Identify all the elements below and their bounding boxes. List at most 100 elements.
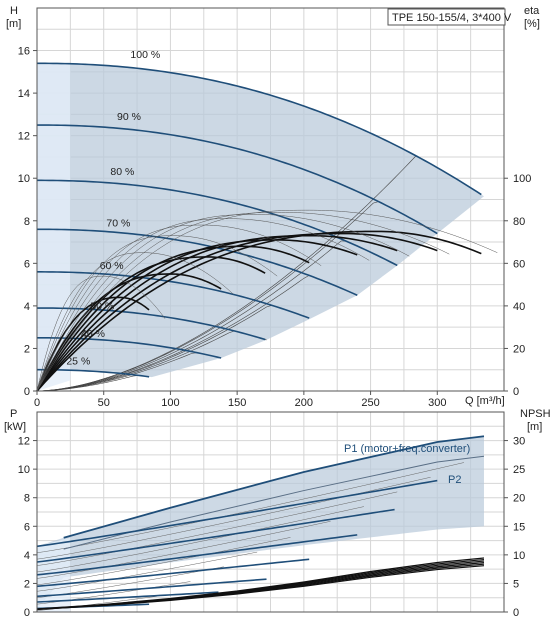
y-tick-label: 4 bbox=[24, 301, 30, 313]
y-tick-label: 8 bbox=[24, 216, 30, 228]
eta-curve-thin-4 bbox=[36, 224, 322, 392]
speed-label-2: 80 % bbox=[110, 166, 134, 178]
power-curve-0 bbox=[36, 479, 438, 548]
speed-label-5: 50 % bbox=[90, 300, 114, 312]
power-curve-thin-9 bbox=[36, 462, 465, 553]
operating-range-area bbox=[37, 63, 484, 378]
power-range-area bbox=[37, 436, 484, 610]
y-tick-label: 2 bbox=[24, 343, 30, 355]
y-tick-label: 10 bbox=[18, 464, 30, 476]
system-curve-7 bbox=[36, 375, 150, 392]
eta-curve-thin-1 bbox=[36, 212, 450, 392]
power-curve-thin-6 bbox=[36, 506, 364, 573]
y-tick-label: 2 bbox=[24, 578, 30, 590]
eta-curve-0 bbox=[36, 230, 482, 392]
y-tick-label: 0 bbox=[24, 386, 30, 398]
power-axis-label: P bbox=[10, 408, 17, 420]
head-curve-60pct bbox=[36, 271, 310, 319]
y-right-tick-label: 60 bbox=[513, 258, 525, 270]
power-curve-thin-4 bbox=[36, 537, 291, 586]
x-tick-label: 100 bbox=[161, 397, 179, 409]
speed-label-1: 90 % bbox=[117, 111, 141, 123]
flow-axis-label: Q [m³/h] bbox=[465, 395, 505, 407]
y-right-tick-label: 20 bbox=[513, 493, 525, 505]
y-right-tick-label: 0 bbox=[513, 607, 519, 619]
p1-series-line bbox=[63, 435, 485, 539]
eta-curve-thin-0 bbox=[36, 209, 498, 392]
power-curve-2 bbox=[36, 534, 358, 576]
y-right-tick-label: 40 bbox=[513, 301, 525, 313]
speed-label-4: 60 % bbox=[100, 260, 124, 272]
low-flow-region bbox=[37, 63, 71, 391]
y-tick-label: 12 bbox=[18, 436, 30, 448]
speed-label-3: 70 % bbox=[106, 217, 130, 229]
eta-curve-thin-2 bbox=[36, 214, 410, 392]
p2-series-label: P2 bbox=[448, 474, 461, 486]
eta-curve-5 bbox=[36, 256, 266, 392]
eta-axis-unit: [%] bbox=[524, 18, 540, 30]
npsh-curve-5 bbox=[36, 557, 485, 610]
system-curve-2 bbox=[36, 240, 395, 392]
npsh-axis-unit: [m] bbox=[527, 421, 542, 433]
y-right-tick-label: 20 bbox=[513, 343, 525, 355]
p1-series-label: P1 (motor+freq.converter) bbox=[344, 443, 470, 455]
eta-curve-thin-5 bbox=[36, 235, 278, 392]
system-curve-4 bbox=[36, 304, 310, 392]
speed-label-7: 25 % bbox=[66, 356, 90, 368]
y-tick-label: 4 bbox=[24, 550, 30, 562]
y-tick-label: 10 bbox=[18, 173, 30, 185]
eta-curve-6 bbox=[36, 273, 222, 392]
head-axis-unit: [m] bbox=[6, 18, 21, 30]
power-curve-thin-3 bbox=[36, 551, 258, 592]
y-right-tick-label: 30 bbox=[513, 436, 525, 448]
head-curve-100pct bbox=[36, 62, 482, 196]
top-plot-frame bbox=[36, 7, 505, 392]
speed-label-6: 40 % bbox=[81, 328, 105, 340]
y-right-tick-label: 15 bbox=[513, 521, 525, 533]
y-tick-label: 12 bbox=[18, 131, 30, 143]
y-tick-label: 8 bbox=[24, 493, 30, 505]
y-tick-label: 16 bbox=[18, 46, 30, 58]
power-curve-5 bbox=[36, 591, 219, 603]
chart-title: TPE 150-155/4, 3*400 V bbox=[392, 12, 512, 24]
eta-curve-thin-3 bbox=[36, 218, 370, 392]
head-axis-label: H bbox=[10, 5, 18, 17]
low-flow-power-region bbox=[37, 537, 71, 612]
y-tick-label: 14 bbox=[18, 88, 30, 100]
bottom-plot-frame bbox=[36, 411, 505, 613]
power-curve-4 bbox=[36, 578, 267, 598]
eta-curve-thin-6 bbox=[36, 252, 234, 392]
power-npsh-chart: 0 2 4 6 8 10 12 0 5 10 15 20 25 30 bbox=[18, 411, 525, 619]
y-right-tick-label: 80 bbox=[513, 216, 525, 228]
eta-curve-thin-7 bbox=[36, 275, 166, 392]
head-curve-50pct bbox=[36, 307, 266, 341]
x-tick-label: 0 bbox=[34, 397, 40, 409]
x-tick-label: 150 bbox=[228, 397, 246, 409]
y-tick-label: 6 bbox=[24, 521, 30, 533]
y-right-tick-label: 10 bbox=[513, 550, 525, 562]
speed-label-0: 100 % bbox=[130, 49, 160, 61]
power-curve-thin-5 bbox=[36, 521, 331, 579]
y-tick-label: 6 bbox=[24, 258, 30, 270]
power-axis-unit: [kW] bbox=[4, 421, 26, 433]
y-right-tick-label: 5 bbox=[513, 578, 519, 590]
y-right-tick-label: 100 bbox=[513, 173, 531, 185]
head-efficiency-chart: 100 %90 %80 %70 %60 %50 %40 %25 %0 50 100 1… bbox=[18, 7, 531, 409]
y-right-tick-label: 0 bbox=[513, 386, 519, 398]
power-curve-3 bbox=[36, 558, 310, 588]
eta-axis-label: eta bbox=[524, 5, 540, 17]
x-tick-label: 200 bbox=[295, 397, 313, 409]
power-curve-thin-7 bbox=[36, 491, 398, 566]
y-tick-label: 0 bbox=[24, 607, 30, 619]
x-tick-label: 50 bbox=[98, 397, 110, 409]
system-curve-1 bbox=[36, 201, 438, 392]
head-curve-90pct bbox=[36, 124, 438, 235]
power-curve-1 bbox=[36, 508, 395, 563]
npsh-axis-label: NPSH bbox=[520, 408, 551, 420]
power-curve-thin-8 bbox=[36, 476, 431, 560]
y-right-tick-label: 25 bbox=[513, 464, 525, 476]
x-tick-label: 300 bbox=[428, 397, 446, 409]
head-curve-70pct bbox=[36, 228, 358, 296]
x-tick-label: 250 bbox=[361, 397, 379, 409]
